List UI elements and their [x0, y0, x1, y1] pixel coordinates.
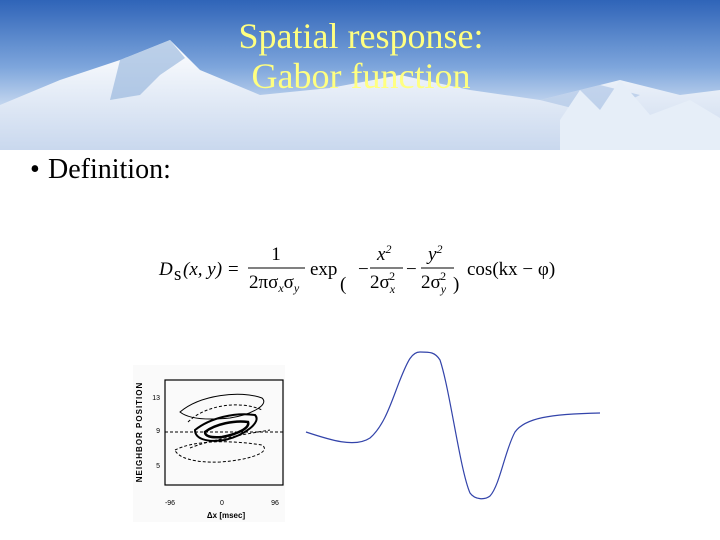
formula-cos: cos(kx − φ) [467, 259, 555, 280]
term-denominator: 2σx2 [370, 269, 396, 296]
formula-lhs: D [158, 259, 173, 280]
term-numerator: x2 [376, 242, 391, 265]
formula-paren: ( [340, 274, 346, 295]
term-sign: − [406, 259, 417, 280]
formula-args: (x, y) = [183, 259, 240, 280]
title-line: Gabor function [252, 56, 471, 96]
figure-y-tick: 9 [156, 428, 160, 435]
contours [165, 393, 283, 463]
figure-x-tick: -96 [165, 500, 175, 507]
term-sign: − [358, 259, 369, 280]
figure-x-label: Δx [msec] [207, 511, 246, 520]
formula-subscript: s [174, 264, 181, 285]
term-numerator: y2 [426, 242, 442, 265]
title-line: Spatial response: [239, 16, 484, 56]
figure-y-label: NEIGHBOR POSITION [135, 382, 144, 483]
gabor-curve [305, 351, 601, 500]
formula-box [157, 238, 563, 300]
formula: D s (x, y) = 1 2πσxσy exp ( − x2 2σx2 − … [157, 238, 563, 300]
fraction-denominator: 2πσxσy [249, 272, 300, 295]
term-denominator: 2σy2 [421, 269, 447, 296]
formula-exp: exp [310, 259, 337, 280]
figure-x-tick: 0 [220, 500, 224, 507]
bullet-text: Definition: [48, 154, 171, 185]
figure-background [133, 365, 285, 522]
figure-x-tick: 96 [271, 500, 279, 507]
bullet-marker: • [30, 154, 40, 185]
figure-y-tick: 5 [156, 463, 160, 470]
formula-paren: ) [453, 274, 459, 295]
figure-y-tick: 13 [152, 395, 160, 402]
receptive-field-figure: NEIGHBOR POSITION 13 9 5 -96 0 96 Δx [ms… [133, 365, 285, 522]
background [0, 0, 720, 150]
fraction-numerator: 1 [271, 244, 281, 265]
